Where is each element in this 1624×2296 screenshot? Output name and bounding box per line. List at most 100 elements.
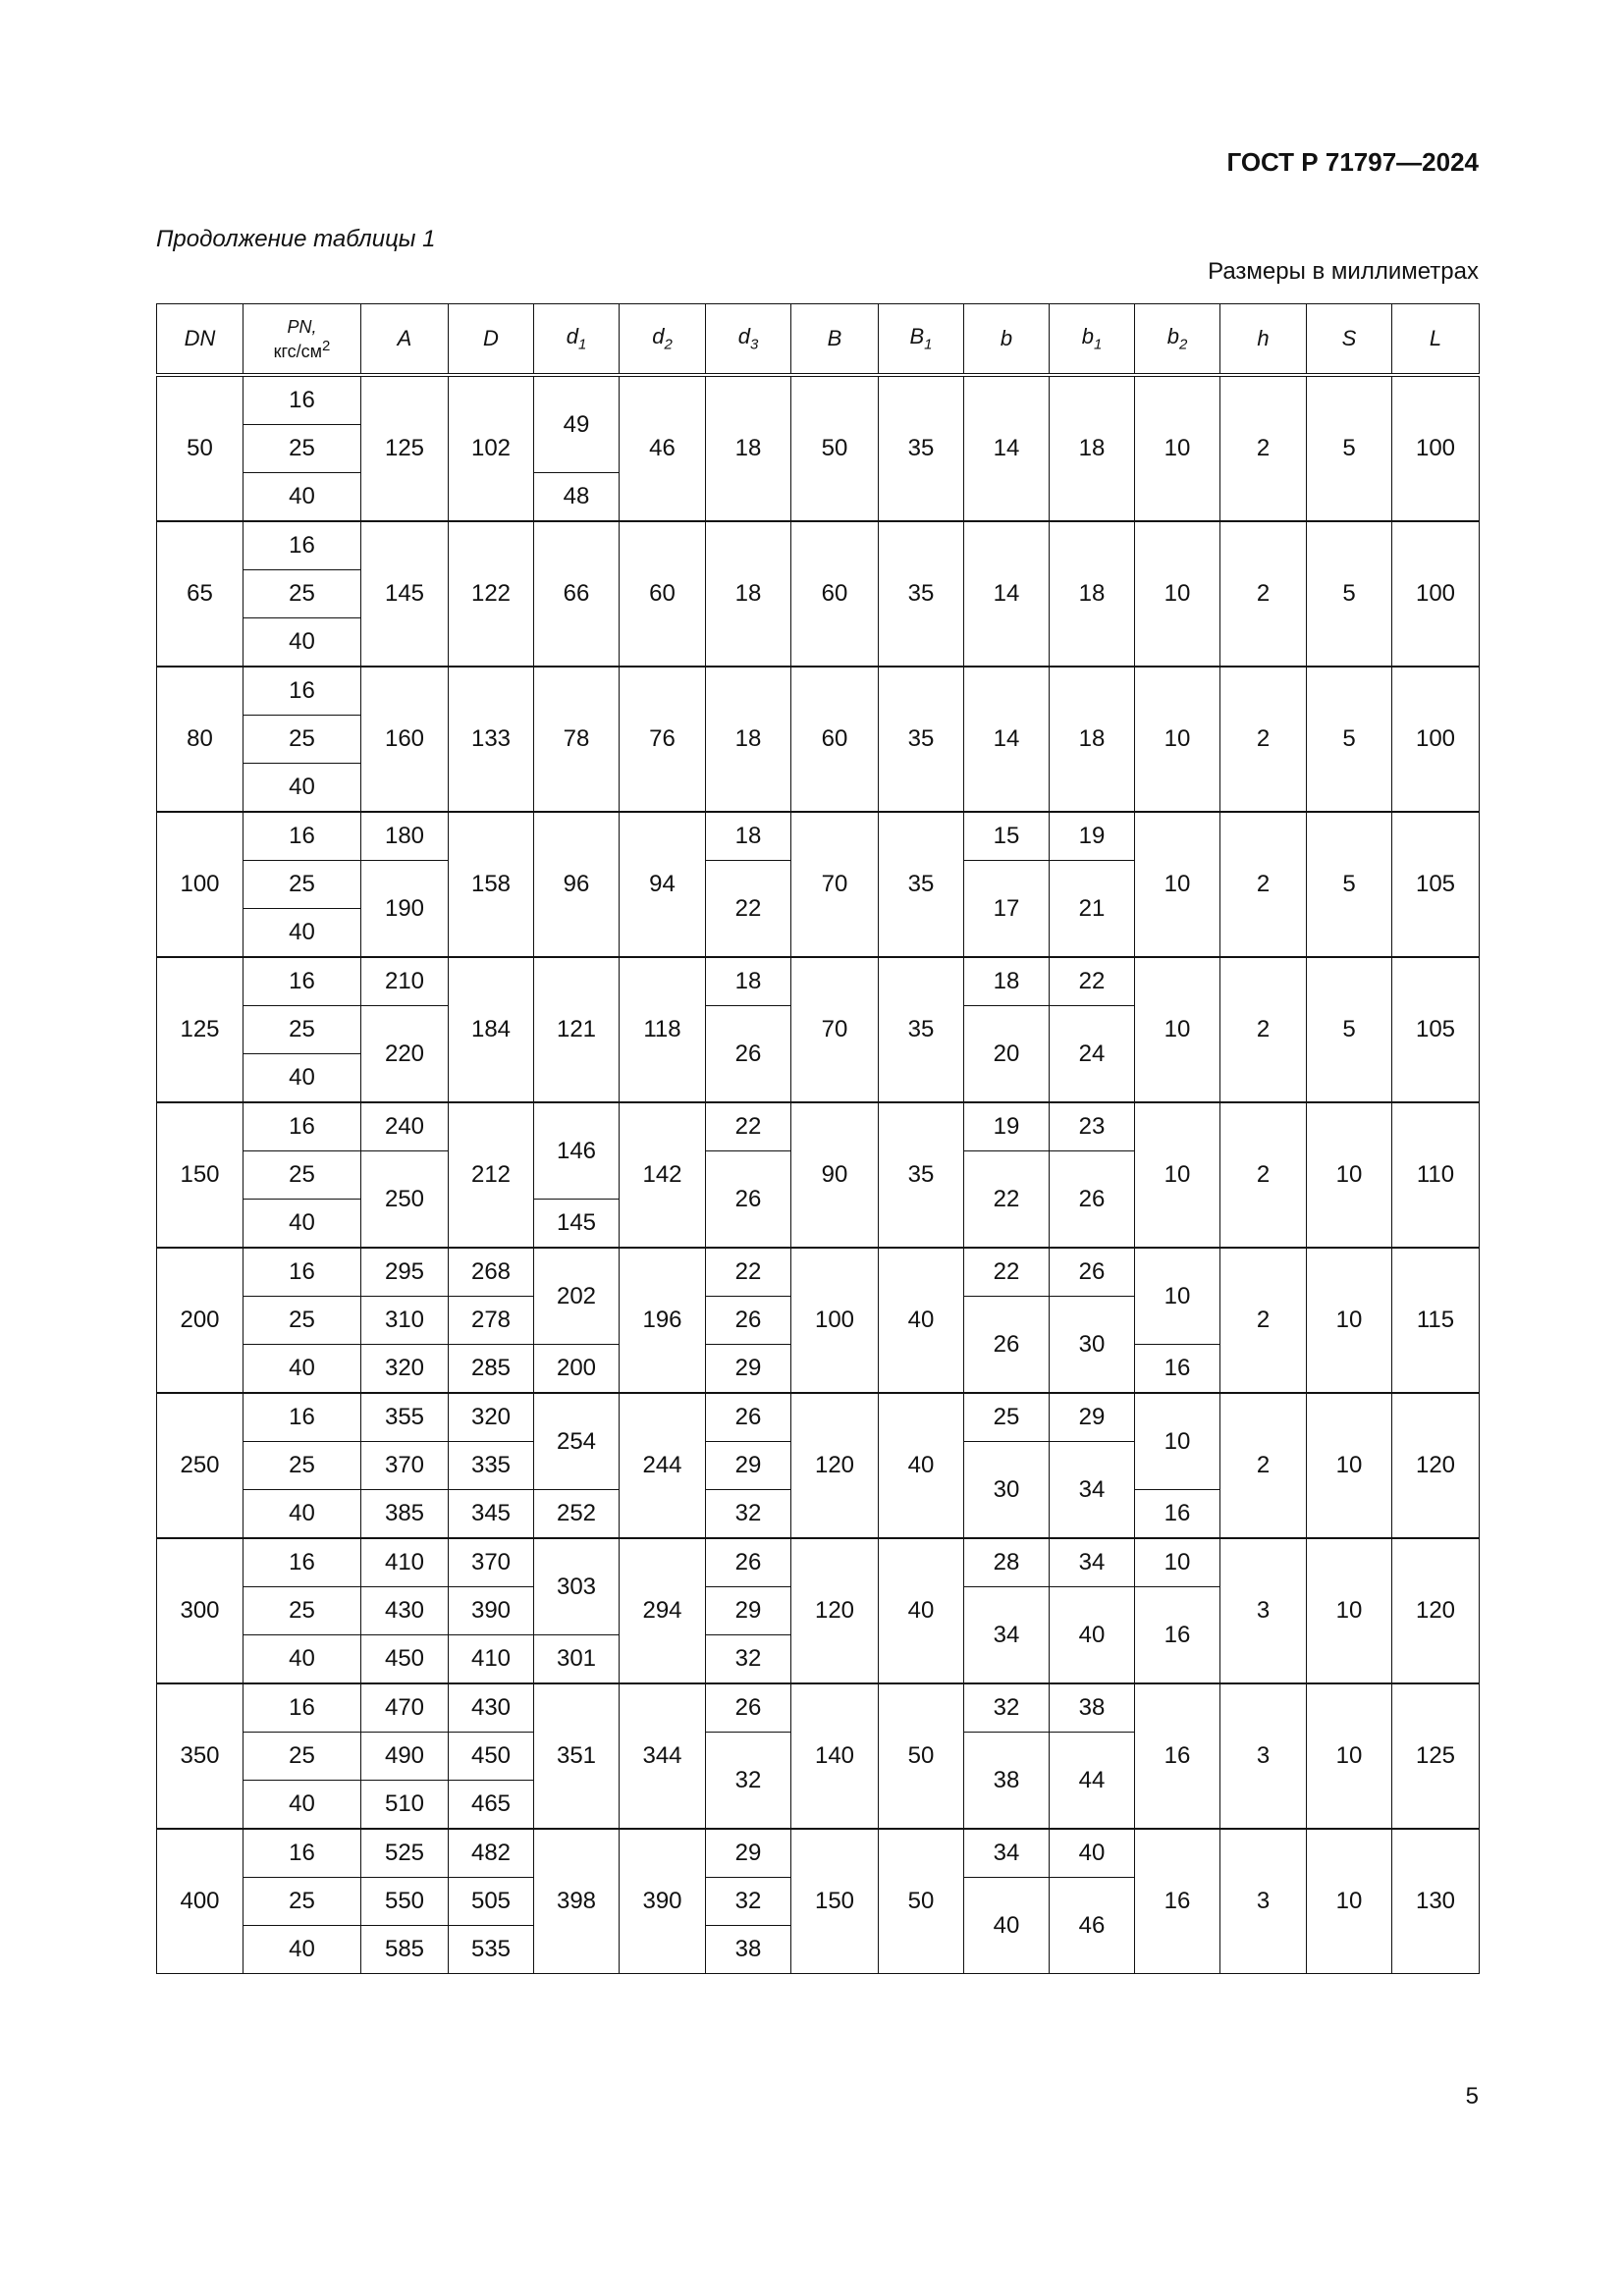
cell-pn: 25 — [243, 1732, 361, 1781]
cell-b: 14 — [963, 374, 1050, 522]
cell-s: 5 — [1306, 374, 1392, 522]
cell-b: 26 — [963, 1296, 1050, 1394]
cell-b: 22 — [963, 1247, 1050, 1297]
cell-d3: 26 — [705, 1296, 791, 1345]
cell-a: 320 — [360, 1344, 449, 1394]
cell-b: 34 — [963, 1586, 1050, 1684]
cell-h: 2 — [1219, 811, 1307, 958]
cell-d1: 121 — [533, 956, 620, 1103]
table-row: 25 — [157, 569, 1480, 618]
cell-b1: 35 — [878, 666, 964, 813]
column-header-d3: d3 — [705, 303, 791, 377]
cell-h: 2 — [1219, 956, 1307, 1103]
cell-b1: 44 — [1049, 1732, 1135, 1830]
header-label: B — [827, 326, 842, 350]
cell-dn: 125 — [156, 956, 244, 1103]
cell-b1: 29 — [1049, 1392, 1135, 1442]
cell-b1: 23 — [1049, 1101, 1135, 1151]
cell-b: 100 — [790, 1247, 879, 1394]
table-caption: Продолжение таблицы 1 — [156, 226, 436, 252]
cell-b: 50 — [790, 374, 879, 522]
column-header-a: A — [360, 303, 449, 377]
cell-d3: 18 — [705, 374, 791, 522]
units-note: Размеры в миллиметрах — [1208, 258, 1479, 285]
cell-s: 5 — [1306, 956, 1392, 1103]
cell-s: 10 — [1306, 1392, 1392, 1539]
cell-b: 28 — [963, 1537, 1050, 1587]
cell-a: 190 — [360, 860, 449, 958]
cell-a: 310 — [360, 1296, 449, 1345]
header-label: h — [1257, 326, 1270, 350]
cell-l: 125 — [1391, 1682, 1480, 1830]
header-subscript: 2 — [1178, 336, 1188, 353]
cell-b1: 38 — [1049, 1682, 1135, 1733]
header-label: PN, — [287, 316, 317, 337]
cell-dn: 65 — [156, 520, 244, 667]
table-row: 50 16 125 102 49 46 18 50 35 14 18 10 2 5 100 — [156, 374, 1480, 522]
cell-h: 2 — [1219, 1247, 1307, 1394]
cell-b: 38 — [963, 1732, 1050, 1830]
cell-b: 120 — [790, 1392, 879, 1539]
cell-a: 385 — [360, 1489, 449, 1539]
cell-b1: 35 — [878, 811, 964, 958]
cell-d3: 22 — [705, 1101, 791, 1151]
cell-pn: 16 — [243, 1828, 361, 1878]
cell-b1: 40 — [878, 1392, 964, 1539]
cell-dn: 100 — [156, 811, 244, 958]
table-row: 25 — [157, 424, 1480, 473]
cell-a: 450 — [360, 1634, 449, 1684]
cell-d2: 142 — [619, 1101, 706, 1249]
cell-b: 18 — [963, 956, 1050, 1006]
cell-a: 250 — [360, 1150, 449, 1249]
cell-b2: 10 — [1134, 666, 1220, 813]
cell-d2: 196 — [619, 1247, 706, 1394]
table-row: 25 550 505 32 40 46 — [157, 1877, 1480, 1974]
cell-d1: 351 — [533, 1682, 620, 1830]
column-header-h: h — [1219, 303, 1307, 377]
header-label: L — [1429, 326, 1442, 350]
cell-pn: 25 — [243, 1296, 361, 1345]
cell-b1: 40 — [1049, 1828, 1135, 1878]
cell-b: 140 — [790, 1682, 879, 1830]
cell-b1: 18 — [1049, 374, 1135, 522]
cell-pn: 16 — [243, 374, 361, 425]
cell-pn: 40 — [243, 617, 361, 667]
cell-b2: 16 — [1134, 1586, 1220, 1684]
cell-a: 550 — [360, 1877, 449, 1926]
cell-d1: 96 — [533, 811, 620, 958]
cell-l: 100 — [1391, 520, 1480, 667]
header-label: d — [737, 324, 750, 349]
cell-d3: 29 — [705, 1344, 791, 1394]
cell-d3: 29 — [705, 1586, 791, 1635]
cell-b2: 10 — [1134, 1537, 1220, 1587]
cell-d1: 254 — [533, 1392, 620, 1490]
cell-b1: 35 — [878, 520, 964, 667]
cell-d3: 22 — [705, 1247, 791, 1297]
cell-a: 525 — [360, 1828, 449, 1878]
cell-b: 60 — [790, 666, 879, 813]
table-row: 200 16 295 268 202 196 22 100 40 22 26 10 2 10 115 — [156, 1247, 1480, 1394]
header-subscript: 1 — [577, 336, 587, 353]
cell-l: 130 — [1391, 1828, 1480, 1974]
header-subscript: 3 — [749, 336, 759, 353]
cell-a: 160 — [360, 666, 449, 813]
cell-dn: 400 — [156, 1828, 244, 1974]
cell-a: 145 — [360, 520, 449, 667]
table-row: 40 320 285 200 29 16 — [157, 1344, 1480, 1394]
header-label: S — [1341, 326, 1357, 350]
cell-b: 22 — [963, 1150, 1050, 1249]
cell-l: 110 — [1391, 1101, 1480, 1249]
column-header-b1: B1 — [878, 303, 964, 377]
cell-d: 345 — [448, 1489, 534, 1539]
cell-b1: 40 — [878, 1247, 964, 1394]
cell-d1: 78 — [533, 666, 620, 813]
header-unit-exponent: 2 — [322, 337, 331, 354]
cell-d3: 18 — [705, 520, 791, 667]
cell-dn: 150 — [156, 1101, 244, 1249]
cell-d3: 18 — [705, 811, 791, 861]
cell-b2: 10 — [1134, 811, 1220, 958]
cell-pn: 40 — [243, 1489, 361, 1539]
cell-pn: 25 — [243, 1150, 361, 1200]
cell-dn: 350 — [156, 1682, 244, 1830]
